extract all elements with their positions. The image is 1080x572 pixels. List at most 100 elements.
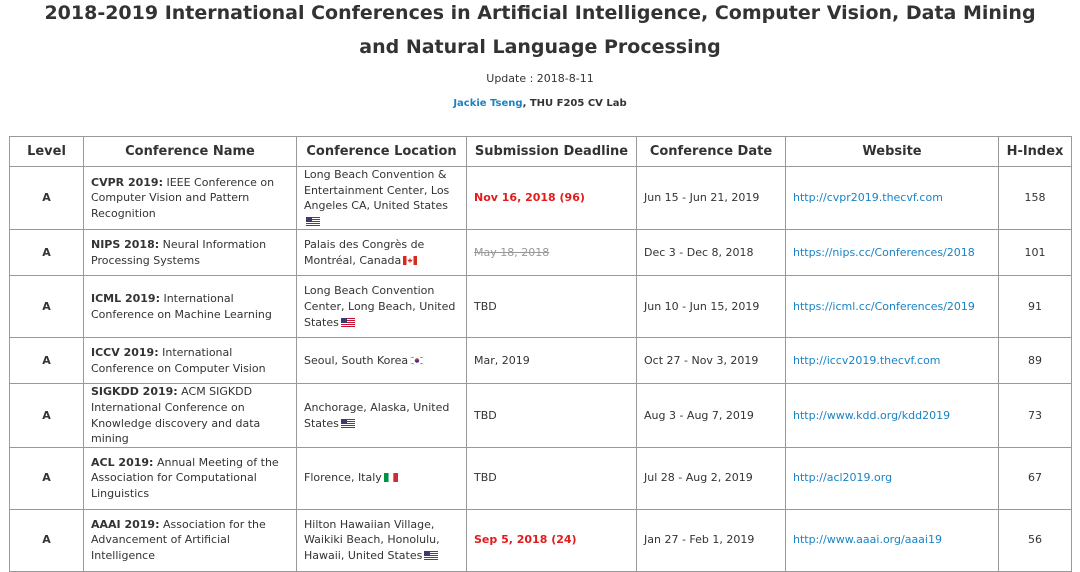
conference-date-cell: Jun 10 - Jun 15, 2019	[636, 275, 786, 339]
conference-name-cell: CVPR 2019: IEEE Conference on Computer V…	[83, 165, 297, 231]
conference-date-cell: Jun 15 - Jun 21, 2019	[636, 165, 786, 231]
hindex-cell: 91	[998, 275, 1072, 339]
website-link[interactable]: http://www.kdd.org/kdd2019	[793, 408, 951, 422]
deadline-cell: TBD	[466, 275, 637, 339]
conference-name-cell: SIGKDD 2019: ACM SIGKDD International Co…	[83, 383, 297, 448]
canada-flag-icon	[403, 255, 418, 265]
deadline-text: Mar, 2019	[474, 354, 530, 368]
col-header-level: Level	[9, 136, 84, 167]
website-link[interactable]: http://cvpr2019.thecvf.com	[793, 191, 943, 205]
hindex-cell: 89	[998, 337, 1072, 385]
location-text: Long Beach Convention & Entertainment Ce…	[304, 168, 450, 213]
conference-date-cell: Jul 28 - Aug 2, 2019	[636, 446, 786, 510]
website-link[interactable]: https://nips.cc/Conferences/2018	[793, 246, 975, 260]
lab-name: , THU F205 CV Lab	[522, 98, 627, 109]
deadline-cell: May 18, 2018	[466, 229, 637, 277]
level-cell: A	[9, 383, 84, 448]
col-header-date: Conference Date	[636, 136, 786, 167]
conference-acronym: ICML 2019:	[91, 292, 160, 306]
table-header-row: Level Conference Name Conference Locatio…	[9, 136, 1072, 167]
conference-date-cell: Jan 27 - Feb 1, 2019	[636, 508, 786, 572]
level-cell: A	[9, 275, 84, 339]
hindex-cell: 73	[998, 383, 1072, 448]
deadline-text: TBD	[474, 408, 497, 422]
hindex-cell: 101	[998, 229, 1072, 277]
deadline-text: TBD	[474, 471, 497, 485]
website-cell: https://icml.cc/Conferences/2019	[785, 275, 999, 339]
location-text: Anchorage, Alaska, United States	[304, 400, 450, 430]
conference-full-name: International Conference on Machine Lear…	[91, 292, 272, 321]
website-cell: https://nips.cc/Conferences/2018	[785, 229, 999, 277]
table-row: A NIPS 2018: Neural Information Processin…	[9, 229, 1072, 277]
deadline-text: May 18, 2018	[474, 246, 550, 260]
deadline-cell: Mar, 2019	[466, 337, 637, 385]
website-cell: http://www.kdd.org/kdd2019	[785, 383, 999, 448]
update-date: Update : 2018-8-11	[486, 72, 594, 85]
conference-name-cell: AAAI 2019: Association for the Advanceme…	[83, 508, 297, 572]
conference-name-cell: ICCV 2019: International Conference on C…	[83, 337, 297, 385]
us-flag-icon	[306, 216, 320, 226]
conference-date-cell: Dec 3 - Dec 8, 2018	[636, 229, 786, 277]
author-credit: Jackie Tseng, THU F205 CV Lab	[0, 98, 1080, 109]
deadline-cell: TBD	[466, 446, 637, 510]
conference-acronym: CVPR 2019:	[91, 175, 163, 189]
website-cell: http://iccv2019.thecvf.com	[785, 337, 999, 385]
website-link[interactable]: http://acl2019.org	[793, 471, 893, 485]
level-cell: A	[9, 508, 84, 572]
conference-full-name: IEEE Conference on Computer Vision and P…	[91, 175, 275, 220]
website-cell: http://cvpr2019.thecvf.com	[785, 165, 999, 231]
conference-full-name: ACM SIGKDD International Conference on K…	[91, 385, 261, 446]
website-link[interactable]: https://icml.cc/Conferences/2019	[793, 300, 975, 314]
level-cell: A	[9, 229, 84, 277]
location-cell: Florence, Italy	[296, 446, 467, 510]
us-flag-icon	[340, 418, 355, 428]
table-row: A ICCV 2019: International Conference on …	[9, 337, 1072, 385]
col-header-website: Website	[785, 136, 999, 167]
location-cell: Palais des Congrès de Montréal, Canada	[296, 229, 467, 277]
page-title: 2018-2019 International Conferences in A…	[44, 2, 1036, 58]
conference-acronym: NIPS 2018:	[91, 238, 160, 252]
conference-acronym: ACL 2019:	[91, 455, 154, 469]
hindex-cell: 56	[998, 508, 1072, 572]
col-header-conference-name: Conference Name	[83, 136, 297, 167]
location-text: Seoul, South Korea	[304, 354, 409, 368]
deadline-cell: TBD	[466, 383, 637, 448]
deadline-text: TBD	[474, 300, 497, 314]
conference-full-name: Association for the Advancement of Artif…	[91, 517, 266, 563]
location-cell: Long Beach Convention Center, Long Beach…	[296, 275, 467, 339]
hindex-cell: 158	[998, 165, 1072, 231]
conference-date-cell: Oct 27 - Nov 3, 2019	[636, 337, 786, 385]
table-row: A ACL 2019: Annual Meeting of the Associa…	[9, 446, 1072, 510]
conference-acronym: AAAI 2019:	[91, 517, 160, 531]
level-cell: A	[9, 165, 84, 231]
conference-table: Level Conference Name Conference Locatio…	[9, 136, 1072, 572]
conference-acronym: ICCV 2019:	[91, 346, 159, 360]
deadline-cell: Nov 16, 2018 (96)	[466, 165, 637, 231]
table-row: A CVPR 2019: IEEE Conference on Computer …	[9, 165, 1072, 231]
location-text: Long Beach Convention Center, Long Beach…	[304, 284, 456, 329]
conference-acronym: SIGKDD 2019:	[91, 385, 178, 399]
location-cell: Anchorage, Alaska, United States	[296, 383, 467, 448]
table-row: A ICML 2019: International Conference on …	[9, 275, 1072, 339]
location-text: Palais des Congrès de Montréal, Canada	[304, 238, 425, 267]
website-link[interactable]: http://iccv2019.thecvf.com	[793, 354, 941, 368]
hindex-cell: 67	[998, 446, 1072, 510]
col-header-location: Conference Location	[296, 136, 467, 167]
conference-full-name: Neural Information Processing Systems	[91, 238, 267, 267]
website-link[interactable]: http://www.aaai.org/aaai19	[793, 533, 942, 547]
conference-name-cell: ICML 2019: International Conference on M…	[83, 275, 297, 339]
conference-name-cell: NIPS 2018: Neural Information Processing…	[83, 229, 297, 277]
website-cell: http://acl2019.org	[785, 446, 999, 510]
conference-name-cell: ACL 2019: Annual Meeting of the Associat…	[83, 446, 297, 510]
deadline-text: Sep 5, 2018 (24)	[474, 533, 577, 547]
location-cell: Long Beach Convention & Entertainment Ce…	[296, 165, 467, 231]
col-header-hindex: H-Index	[998, 136, 1072, 167]
table-row: A AAAI 2019: Association for the Advancem…	[9, 508, 1072, 572]
location-text: Florence, Italy	[304, 471, 382, 485]
author-link[interactable]: Jackie Tseng	[453, 98, 523, 109]
deadline-text: Nov 16, 2018 (96)	[474, 191, 585, 205]
korea-flag-icon	[410, 356, 425, 366]
website-cell: http://www.aaai.org/aaai19	[785, 508, 999, 572]
location-cell: Hilton Hawaiian Village, Waikiki Beach, …	[296, 508, 467, 572]
level-cell: A	[9, 446, 84, 510]
